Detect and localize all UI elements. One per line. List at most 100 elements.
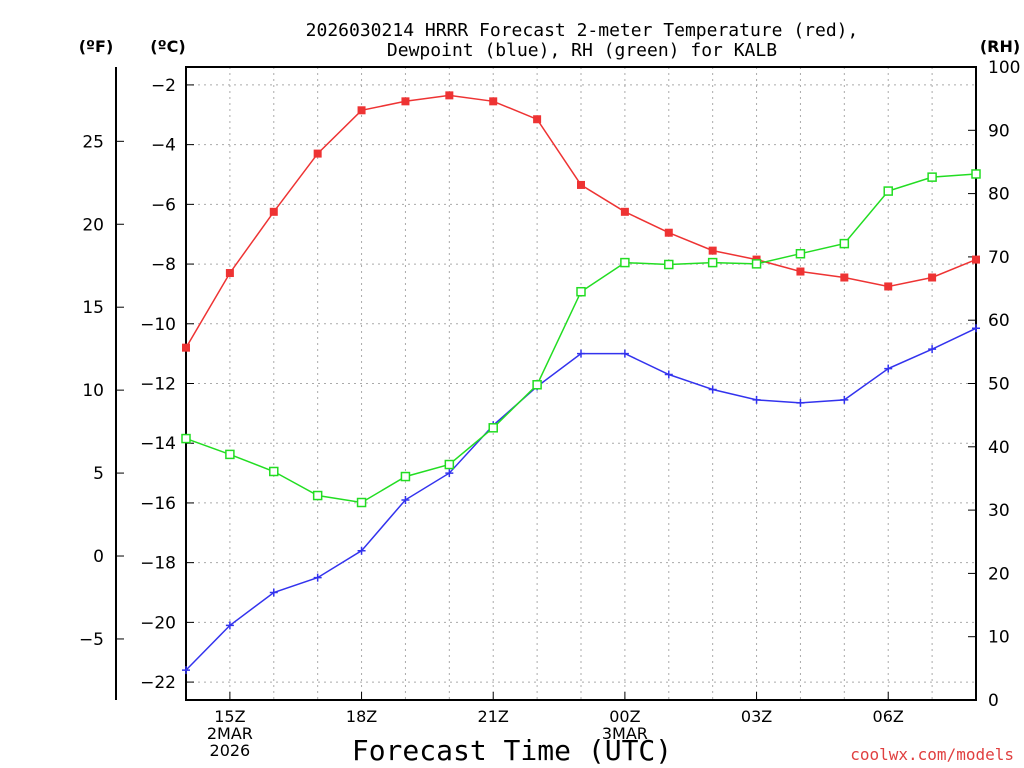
x-axis-label: Forecast Time (UTC) [352, 734, 672, 767]
rh-tick-label: 60 [988, 311, 1010, 331]
rh-point [576, 286, 586, 297]
rh-point [883, 186, 893, 196]
temperature-point [357, 106, 366, 115]
fahrenheit-tick-label: 5 [93, 464, 104, 484]
dewpoint-point [664, 370, 673, 379]
rh-point [620, 257, 630, 268]
rh-point [971, 169, 981, 179]
rh-point [927, 172, 937, 182]
celsius-tick-label: −2 [151, 76, 176, 96]
dewpoint-point [972, 324, 980, 333]
rh-point [225, 449, 235, 460]
dewpoint-point [840, 395, 849, 404]
temperature-point [445, 91, 454, 100]
x-tick-label: 3MAR [602, 724, 648, 743]
x-tick-label: 03Z [741, 707, 772, 726]
dewpoint-point [401, 495, 410, 504]
rh-point [400, 471, 411, 482]
x-tick-label: 2026 [210, 741, 251, 760]
rh-tick-label: 70 [988, 248, 1010, 268]
rh-tick-label: 90 [988, 121, 1010, 141]
celsius-tick-label: −16 [140, 494, 176, 514]
fahrenheit-axis-unit: (ºF) [79, 37, 114, 56]
dewpoint-point [884, 364, 893, 373]
fahrenheit-tick-label: 20 [82, 215, 104, 235]
rh-series [181, 169, 981, 508]
temperature-point [489, 97, 498, 106]
temperature-point [182, 343, 190, 352]
celsius-tick-label: −20 [140, 613, 176, 633]
dewpoint-point [577, 349, 585, 358]
x-tick-label: 06Z [873, 707, 904, 726]
rh-axis-unit: (RH) [980, 37, 1020, 56]
celsius-tick-label: −12 [140, 375, 176, 395]
celsius-axis-unit: (ºC) [150, 37, 185, 56]
rh-point [664, 259, 674, 270]
celsius-tick-label: −4 [151, 136, 176, 156]
celsius-tick-label: −18 [140, 554, 176, 574]
dewpoint-point [620, 349, 629, 358]
rh-tick-label: 50 [988, 375, 1010, 395]
fahrenheit-tick-label: 10 [82, 381, 104, 401]
dewpoint-point [225, 621, 234, 630]
fahrenheit-tick-label: 0 [93, 547, 104, 567]
temperature-point [269, 207, 278, 216]
rh-tick-label: 100 [988, 58, 1020, 78]
dewpoint-point [708, 385, 717, 394]
rh-point [356, 497, 367, 508]
dewpoint-point [313, 573, 322, 582]
rh-tick-label: 10 [988, 628, 1010, 648]
temperature-point [577, 180, 585, 189]
temperature-point [533, 115, 542, 124]
temperature-point [225, 269, 234, 278]
rh-point [312, 490, 323, 501]
credit-text: coolwx.com/models [850, 745, 1014, 764]
celsius-tick-label: −14 [140, 434, 176, 454]
dewpoint-point [796, 398, 805, 407]
chart-title-line-1: 2026030214 HRRR Forecast 2-meter Tempera… [306, 20, 859, 41]
celsius-tick-label: −6 [151, 195, 176, 215]
chart-title-line-2: Dewpoint (blue), RH (green) for KALB [387, 40, 777, 61]
x-tick-label: 15Z [214, 707, 245, 726]
x-tick-label: 21Z [478, 707, 509, 726]
temperature-point [884, 282, 893, 291]
rh-point [269, 466, 279, 477]
temperature-point [840, 273, 849, 282]
temperature-point [664, 228, 673, 237]
dewpoint-point [928, 345, 937, 354]
rh-tick-label: 30 [988, 501, 1010, 521]
celsius-tick-label: −10 [140, 315, 176, 335]
dewpoint-point [182, 666, 190, 675]
temperature-point [928, 273, 937, 282]
temperature-point [796, 267, 805, 276]
rh-point [795, 248, 806, 259]
temperature-point [313, 149, 322, 158]
temperature-point [708, 246, 717, 255]
celsius-tick-label: −8 [151, 255, 176, 275]
rh-point [751, 259, 762, 269]
temperature-point [620, 207, 629, 216]
rh-point [181, 433, 191, 444]
rh-tick-label: 40 [988, 438, 1010, 458]
temperature-point [401, 97, 410, 106]
rh-tick-label: 20 [988, 564, 1010, 584]
dewpoint-point [752, 395, 761, 404]
dewpoint-point [445, 469, 454, 478]
x-tick-label: 2MAR [207, 724, 253, 743]
dewpoint-series [182, 324, 980, 675]
fahrenheit-tick-label: −5 [79, 630, 104, 650]
temperature-series [182, 91, 980, 352]
rh-point [488, 423, 498, 433]
data-series [181, 91, 981, 675]
axes [115, 66, 977, 701]
rh-point [444, 459, 455, 470]
dewpoint-point [357, 546, 366, 555]
fahrenheit-tick-label: 15 [82, 298, 104, 318]
rh-point [839, 238, 850, 249]
rh-point [707, 257, 718, 268]
tick-labels: −2−4−6−8−10−12−14−16−18−20−222520151050−… [79, 58, 1021, 760]
celsius-tick-label: −22 [140, 673, 176, 693]
x-tick-label: 18Z [346, 707, 377, 726]
dewpoint-point [269, 588, 278, 597]
